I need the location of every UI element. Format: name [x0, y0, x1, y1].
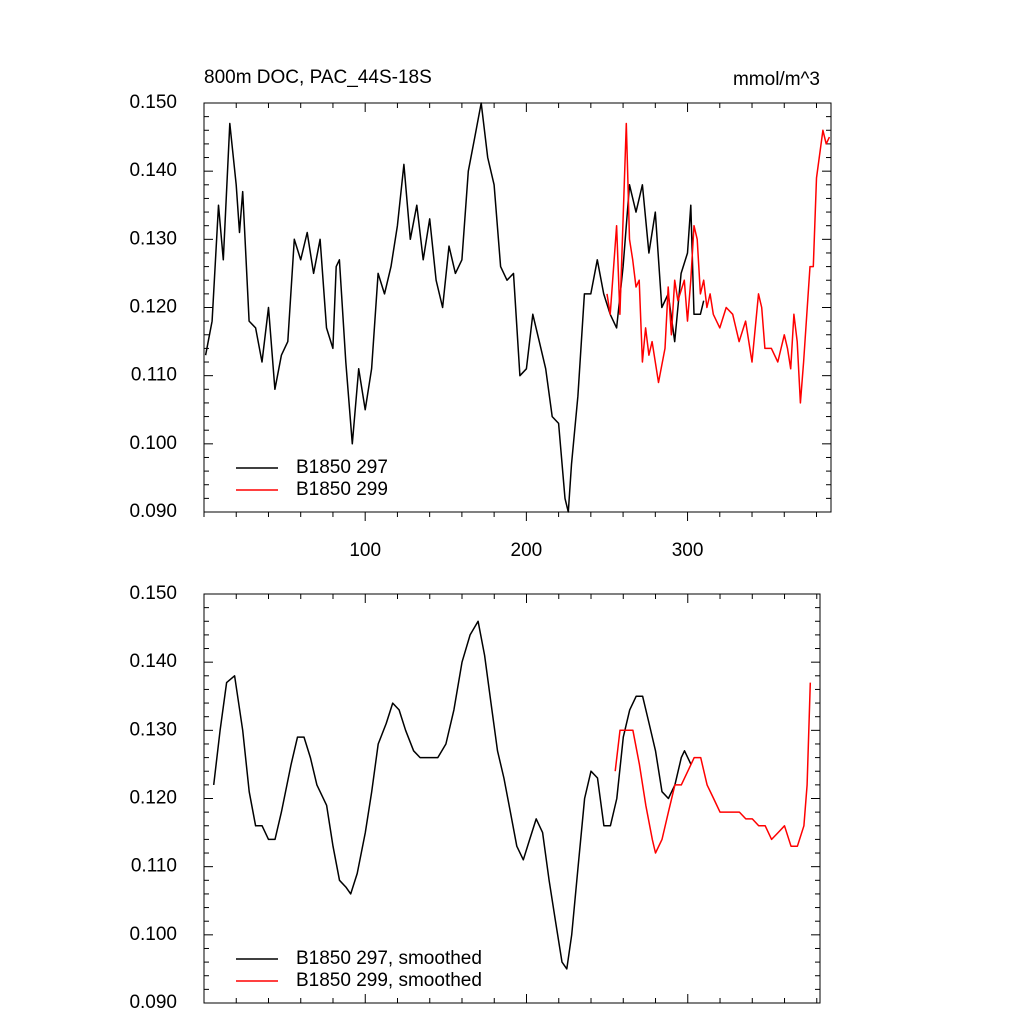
- legend-label: B1850 297, smoothed: [296, 948, 482, 969]
- y-tick-label: 0.130: [129, 228, 177, 249]
- y-tick-label: 0.150: [129, 583, 177, 604]
- y-tick-label: 0.150: [129, 92, 177, 113]
- units-label: mmol/m^3: [733, 69, 820, 90]
- y-tick-label: 0.140: [129, 651, 177, 672]
- y-tick-label: 0.100: [129, 924, 177, 945]
- data-line: [204, 102, 705, 513]
- x-tick-label: 300: [672, 540, 704, 561]
- data-line: [212, 620, 692, 970]
- legend-label: B1850 297: [296, 457, 388, 478]
- data-line: [614, 682, 812, 854]
- y-tick-label: 0.090: [129, 501, 177, 522]
- y-tick-label: 0.140: [129, 160, 177, 181]
- legend-label: B1850 299, smoothed: [296, 970, 482, 991]
- y-tick-label: 0.090: [129, 992, 177, 1013]
- y-tick-label: 0.120: [129, 788, 177, 809]
- data-line: [606, 122, 831, 404]
- y-tick-label: 0.100: [129, 433, 177, 454]
- x-tick-label: 200: [511, 540, 543, 561]
- y-tick-label: 0.130: [129, 719, 177, 740]
- plot-frame: [203, 593, 821, 1004]
- y-tick-label: 0.120: [129, 297, 177, 318]
- y-tick-label: 0.110: [131, 365, 177, 386]
- chart-title: 800m DOC, PAC_44S-18S: [204, 67, 432, 88]
- legend-label: B1850 299: [296, 479, 388, 500]
- x-tick-label: 100: [349, 540, 381, 561]
- y-tick-label: 0.110: [131, 856, 177, 877]
- plot-frame: [203, 102, 832, 513]
